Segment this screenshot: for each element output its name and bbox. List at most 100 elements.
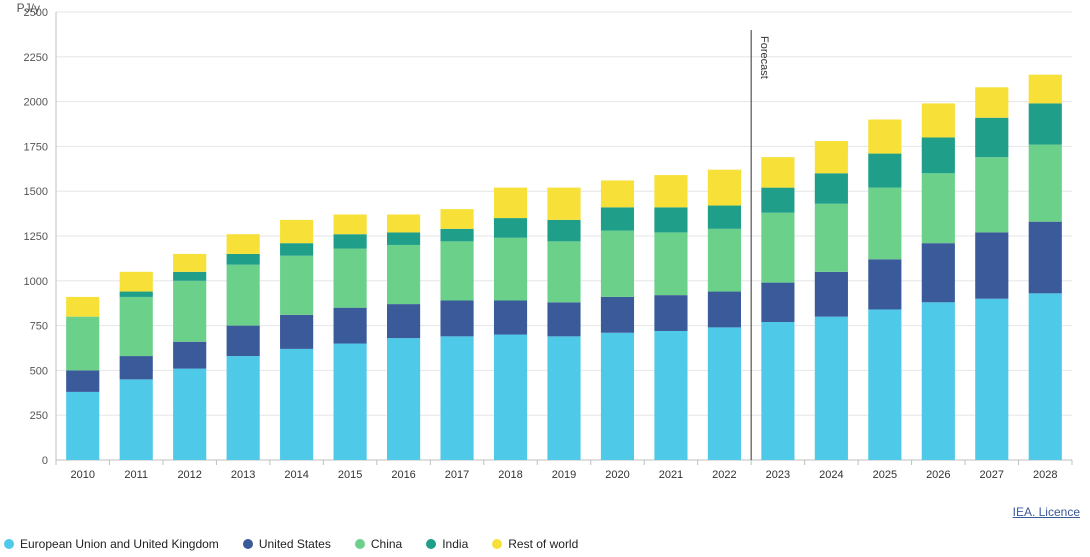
bar-segment-eu_uk <box>387 338 420 460</box>
bar-segment-row <box>387 214 420 232</box>
bar-segment-eu_uk <box>440 336 473 460</box>
legend-label: China <box>371 537 402 551</box>
bar-segment-india <box>120 292 153 297</box>
x-tick-label: 2019 <box>552 469 576 481</box>
bar-segment-eu_uk <box>494 335 527 460</box>
bar-segment-us <box>708 292 741 328</box>
legend-item-china[interactable]: China <box>355 537 402 551</box>
bar-segment-us <box>654 295 687 331</box>
y-tick-label: 500 <box>30 365 48 377</box>
bar-segment-india <box>280 243 313 256</box>
bar-segment-china <box>66 317 99 371</box>
bar-segment-india <box>601 207 634 230</box>
bar-segment-india <box>334 234 367 248</box>
x-tick-label: 2026 <box>926 469 950 481</box>
bar-segment-india <box>975 118 1008 157</box>
bar-segment-row <box>440 209 473 229</box>
bar-segment-india <box>761 188 794 213</box>
bar-segment-us <box>494 301 527 335</box>
x-tick-label: 2024 <box>819 469 843 481</box>
legend-item-india[interactable]: India <box>426 537 468 551</box>
legend-item-us[interactable]: United States <box>243 537 331 551</box>
x-tick-label: 2020 <box>605 469 629 481</box>
legend-swatch-icon <box>243 539 253 549</box>
bar-segment-eu_uk <box>173 369 206 460</box>
bar-segment-india <box>173 272 206 281</box>
bar-segment-india <box>1029 103 1062 144</box>
bar-segment-row <box>975 87 1008 117</box>
bar-segment-row <box>334 214 367 234</box>
y-tick-label: 2000 <box>24 97 48 109</box>
legend-label: United States <box>259 537 331 551</box>
bar-segment-eu_uk <box>868 309 901 460</box>
legend-item-row[interactable]: Rest of world <box>492 537 578 551</box>
legend-label: India <box>442 537 468 551</box>
x-tick-label: 2016 <box>391 469 415 481</box>
bar-segment-row <box>654 175 687 207</box>
bar-segment-india <box>440 229 473 242</box>
bar-segment-us <box>815 272 848 317</box>
forecast-label: Forecast <box>758 36 770 79</box>
bar-segment-china <box>975 157 1008 232</box>
bar-segment-china <box>334 249 367 308</box>
legend-item-eu_uk[interactable]: European Union and United Kingdom <box>4 537 219 551</box>
attribution-link[interactable]: IEA. Licence <box>1013 505 1080 519</box>
bar-segment-us <box>227 326 260 356</box>
y-tick-label: 2250 <box>24 52 48 64</box>
bar-segment-us <box>173 342 206 369</box>
x-tick-label: 2013 <box>231 469 255 481</box>
bar-segment-eu_uk <box>280 349 313 460</box>
bar-segment-us <box>975 232 1008 298</box>
bar-segment-row <box>815 141 848 173</box>
bar-segment-us <box>120 356 153 379</box>
bar-segment-us <box>280 315 313 349</box>
bar-segment-us <box>547 302 580 336</box>
y-tick-label: 250 <box>30 410 48 422</box>
bar-segment-china <box>708 229 741 292</box>
bar-segment-india <box>708 206 741 229</box>
bar-segment-eu_uk <box>547 336 580 460</box>
y-tick-label: 750 <box>30 321 48 333</box>
bar-segment-eu_uk <box>815 317 848 460</box>
bar-segment-row <box>227 234 260 254</box>
bar-segment-eu_uk <box>1029 293 1062 460</box>
bar-segment-eu_uk <box>66 392 99 460</box>
bar-segment-china <box>547 241 580 302</box>
bar-segment-us <box>334 308 367 344</box>
bar-segment-us <box>1029 222 1062 294</box>
bar-segment-us <box>601 297 634 333</box>
bar-segment-china <box>494 238 527 301</box>
bar-segment-row <box>547 188 580 220</box>
x-tick-label: 2010 <box>70 469 94 481</box>
x-tick-label: 2015 <box>338 469 362 481</box>
x-tick-label: 2022 <box>712 469 736 481</box>
x-tick-label: 2021 <box>659 469 683 481</box>
x-tick-label: 2018 <box>498 469 522 481</box>
bar-segment-eu_uk <box>761 322 794 460</box>
bar-segment-row <box>922 103 955 137</box>
x-tick-label: 2011 <box>124 469 148 481</box>
bar-segment-china <box>227 265 260 326</box>
bar-segment-china <box>173 281 206 342</box>
bar-segment-eu_uk <box>708 327 741 460</box>
y-tick-label: 1250 <box>24 231 48 243</box>
x-tick-label: 2025 <box>873 469 897 481</box>
bar-segment-row <box>761 157 794 187</box>
bar-segment-row <box>1029 75 1062 104</box>
bar-segment-india <box>922 137 955 173</box>
bar-segment-us <box>922 243 955 302</box>
bar-segment-us <box>761 283 794 322</box>
y-tick-label: 1500 <box>24 186 48 198</box>
bar-segment-india <box>815 173 848 203</box>
bar-segment-china <box>280 256 313 315</box>
bar-segment-eu_uk <box>120 379 153 460</box>
y-tick-label: 1750 <box>24 141 48 153</box>
legend: European Union and United Kingdom United … <box>4 537 1080 551</box>
bar-segment-row <box>494 188 527 218</box>
legend-swatch-icon <box>355 539 365 549</box>
bar-segment-india <box>227 254 260 265</box>
bar-segment-china <box>440 241 473 300</box>
x-tick-label: 2027 <box>980 469 1004 481</box>
bar-segment-india <box>868 154 901 188</box>
bar-segment-china <box>761 213 794 283</box>
